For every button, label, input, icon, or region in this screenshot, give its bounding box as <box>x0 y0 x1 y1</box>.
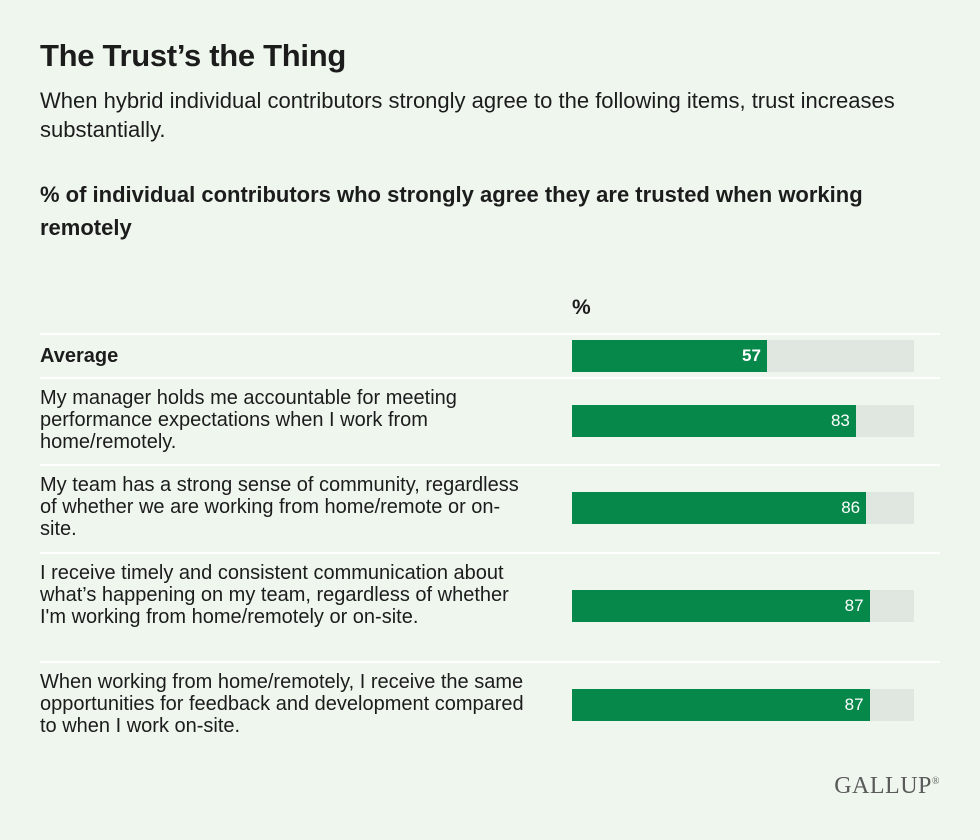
bar-chart: Average 57 My manager holds me accountab… <box>40 333 940 749</box>
unit-label: % <box>572 296 591 319</box>
bar-value-label: 86 <box>841 498 861 517</box>
chart-row: My manager holds me accountable for meet… <box>40 377 940 464</box>
bar: 87 <box>572 689 870 721</box>
bar: 57 <box>572 340 767 372</box>
bar: 83 <box>572 405 856 437</box>
chart-title: The Trust’s the Thing <box>40 38 347 73</box>
row-label: Average <box>40 345 119 367</box>
bar-track: 57 <box>572 340 914 372</box>
bar-value-label: 87 <box>844 695 864 714</box>
row-label: When working from home/remotely, I recei… <box>40 671 524 737</box>
bar: 86 <box>572 492 867 524</box>
row-label: My manager holds me accountable for meet… <box>40 387 457 453</box>
bar-track: 87 <box>572 689 914 721</box>
bar: 87 <box>572 590 870 622</box>
bar-value-label: 57 <box>742 346 761 365</box>
bar-value-label: 83 <box>830 411 850 430</box>
chart-question: % of individual contributors who strongl… <box>40 182 863 240</box>
bar-value-label: 87 <box>844 596 864 615</box>
bar-track: 86 <box>572 492 914 524</box>
registered-mark: ® <box>931 776 940 787</box>
chart-row: My team has a strong sense of community,… <box>40 464 940 552</box>
chart-row: I receive timely and consistent communic… <box>40 552 940 661</box>
chart-row: When working from home/remotely, I recei… <box>40 661 940 749</box>
bar-track: 83 <box>572 405 914 437</box>
row-label: I receive timely and consistent communic… <box>40 562 509 628</box>
bar-track: 87 <box>572 590 914 622</box>
chart-subtitle: When hybrid individual contributors stro… <box>40 88 895 142</box>
gallup-logo: GALLUP® <box>834 773 940 800</box>
logo-text: GALLUP <box>834 773 932 799</box>
row-label: My team has a strong sense of community,… <box>40 474 519 540</box>
chart-row-average: Average 57 <box>40 333 940 377</box>
